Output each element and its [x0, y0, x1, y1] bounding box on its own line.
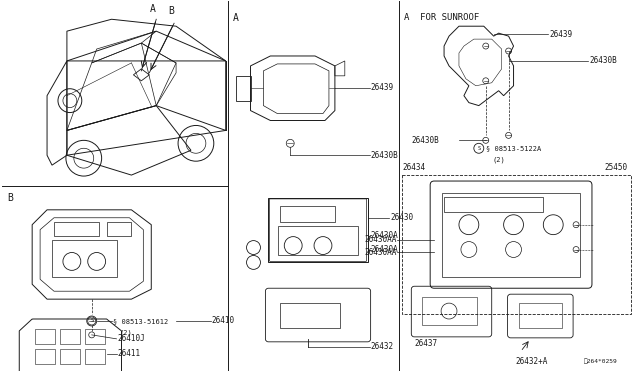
- Text: 26437: 26437: [414, 339, 437, 348]
- Bar: [84, 349, 104, 364]
- Bar: [518, 303, 562, 328]
- Text: 26432: 26432: [371, 342, 394, 351]
- Bar: [422, 297, 477, 325]
- Text: 26434: 26434: [403, 163, 426, 172]
- Bar: [35, 349, 55, 364]
- Bar: [84, 329, 104, 344]
- Text: A  FOR SUNROOF: A FOR SUNROOF: [404, 13, 479, 22]
- Bar: [52, 240, 116, 277]
- Text: B: B: [7, 193, 13, 203]
- Text: § 08513-5122A: § 08513-5122A: [486, 145, 541, 151]
- Text: 26410J: 26410J: [118, 334, 145, 343]
- Bar: [60, 329, 80, 344]
- Bar: [35, 329, 55, 344]
- Text: S: S: [90, 318, 93, 324]
- Text: 26411: 26411: [118, 349, 141, 358]
- Text: (2): (2): [493, 157, 506, 163]
- Text: § 08513-51612: § 08513-51612: [113, 318, 168, 324]
- Text: 25450: 25450: [605, 163, 628, 172]
- Bar: [444, 197, 543, 212]
- Bar: [107, 222, 131, 235]
- Text: 26430B: 26430B: [371, 151, 398, 160]
- Bar: [442, 193, 580, 277]
- Text: ᴀ264*0259: ᴀ264*0259: [584, 358, 618, 364]
- Text: 26430A: 26430A: [371, 231, 398, 240]
- Text: 26430B: 26430B: [589, 57, 617, 65]
- Text: A: A: [150, 4, 156, 14]
- Text: A: A: [233, 13, 239, 23]
- Text: 26439: 26439: [371, 83, 394, 92]
- Text: 26430B: 26430B: [412, 136, 439, 145]
- Text: (2): (2): [120, 330, 132, 336]
- Text: B: B: [168, 6, 174, 16]
- Bar: [60, 349, 80, 364]
- Bar: [54, 222, 99, 235]
- Text: 26430A: 26430A: [371, 245, 398, 254]
- Bar: [278, 226, 358, 256]
- Text: 26439: 26439: [549, 30, 572, 39]
- Bar: [280, 206, 335, 222]
- Text: 26432+A: 26432+A: [516, 357, 548, 366]
- Text: 26410: 26410: [212, 317, 235, 326]
- Text: 26430AA: 26430AA: [364, 248, 396, 257]
- Text: 26430: 26430: [390, 213, 413, 222]
- Bar: [280, 303, 340, 328]
- Bar: [403, 175, 630, 314]
- Text: S: S: [477, 146, 481, 151]
- Text: 26430AA: 26430AA: [364, 235, 396, 244]
